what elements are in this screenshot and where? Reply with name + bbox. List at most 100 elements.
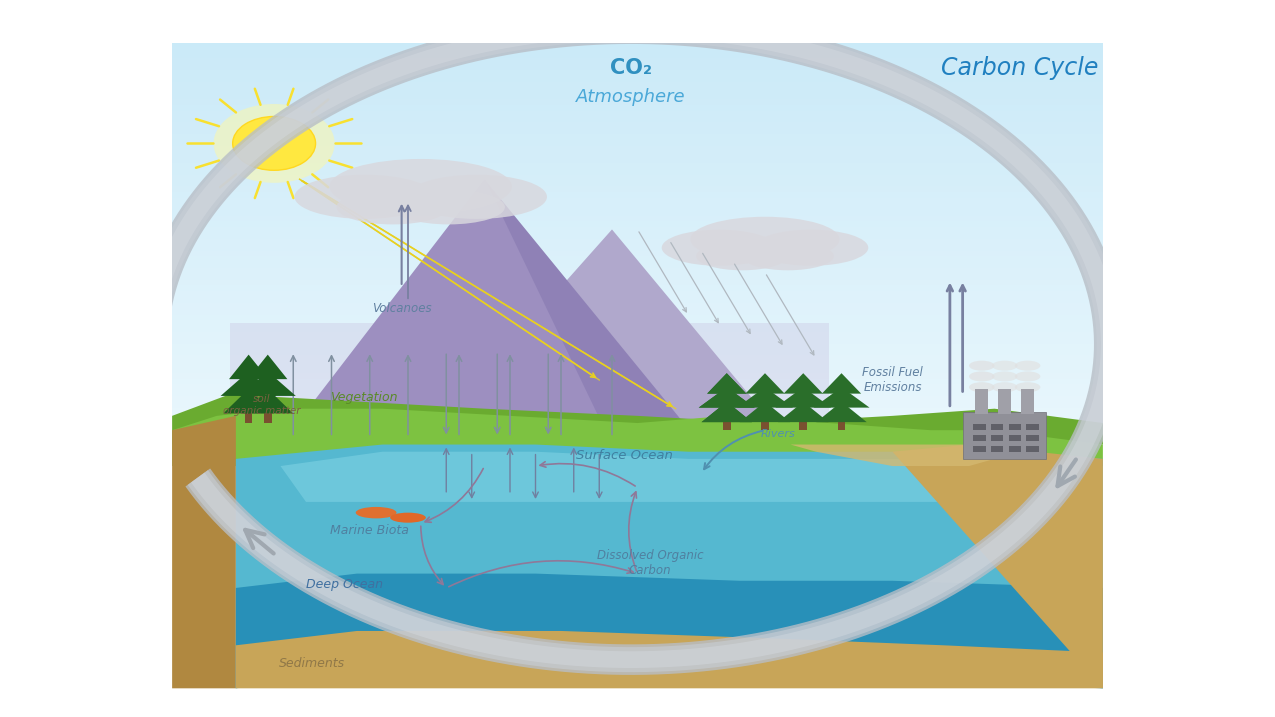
Bar	[0, 227, 1275, 233]
Text: Deep Ocean: Deep Ocean	[306, 578, 382, 591]
Polygon shape	[221, 371, 277, 396]
Ellipse shape	[1015, 371, 1040, 381]
Polygon shape	[816, 402, 867, 422]
Polygon shape	[701, 402, 752, 422]
Bar	[0, 402, 1275, 408]
Bar	[0, 309, 1275, 315]
Bar	[0, 216, 1275, 222]
Polygon shape	[701, 402, 752, 422]
Text: Carbon Cycle: Carbon Cycle	[941, 56, 1099, 80]
Polygon shape	[230, 323, 829, 445]
Bar	[0, 82, 1275, 87]
Bar	[0, 157, 1275, 163]
Ellipse shape	[407, 175, 547, 219]
Polygon shape	[737, 387, 793, 407]
Bar	[0, 425, 1275, 431]
Bar	[0, 134, 1275, 140]
Ellipse shape	[969, 371, 994, 381]
Ellipse shape	[213, 104, 334, 183]
Bar	[0, 110, 1275, 116]
Bar	[0, 41, 1275, 47]
Bar	[0, 58, 1275, 64]
Bar	[0, 99, 1275, 105]
Bar	[0, 146, 1275, 151]
Polygon shape	[799, 420, 807, 430]
Bar	[0, 70, 1275, 76]
Bar	[0, 455, 1275, 460]
Bar	[991, 424, 1003, 430]
Bar	[998, 389, 1011, 414]
Bar	[0, 192, 1275, 198]
Bar	[0, 361, 1275, 367]
Bar	[1026, 424, 1039, 430]
Bar	[0, 123, 1275, 128]
Bar	[0, 285, 1275, 291]
Bar	[0, 460, 1275, 466]
Bar	[0, 35, 1275, 41]
Bar	[0, 343, 1275, 350]
Bar	[0, 169, 1275, 175]
Bar	[0, 326, 1275, 332]
Bar	[0, 105, 1275, 110]
Bar	[0, 268, 1275, 274]
Ellipse shape	[742, 242, 834, 270]
Bar	[0, 390, 1275, 396]
Bar	[973, 446, 986, 452]
Bar	[0, 291, 1275, 297]
Text: Sediments: Sediments	[279, 657, 346, 670]
Bar	[0, 338, 1275, 343]
Text: CO₂: CO₂	[611, 58, 652, 78]
Bar	[0, 64, 1275, 70]
Bar	[0, 140, 1275, 146]
Bar	[0, 239, 1275, 244]
Ellipse shape	[992, 361, 1017, 371]
Polygon shape	[236, 445, 1103, 688]
Polygon shape	[740, 402, 790, 422]
Bar	[0, 437, 1275, 443]
Bar	[0, 297, 1275, 303]
Bar	[0, 274, 1275, 280]
Bar	[0, 250, 1275, 256]
Bar	[1021, 389, 1034, 414]
Bar	[0, 356, 1275, 361]
Bar	[0, 703, 1275, 717]
Bar	[0, 332, 1275, 338]
Bar	[0, 204, 1275, 209]
Bar	[0, 262, 1275, 268]
Ellipse shape	[393, 190, 505, 224]
Bar	[0, 222, 1275, 227]
Polygon shape	[723, 420, 731, 430]
Bar	[0, 29, 1275, 35]
Ellipse shape	[691, 217, 839, 262]
Text: Atmosphere: Atmosphere	[576, 87, 686, 106]
Bar	[0, 175, 1275, 181]
Polygon shape	[484, 179, 701, 445]
Bar	[991, 435, 1003, 441]
Bar	[0, 303, 1275, 309]
Polygon shape	[249, 355, 287, 379]
Bar	[0, 87, 1275, 93]
Bar	[0, 349, 1275, 356]
Ellipse shape	[992, 382, 1017, 392]
Polygon shape	[242, 389, 293, 413]
Ellipse shape	[969, 361, 994, 371]
Polygon shape	[236, 631, 1103, 688]
Ellipse shape	[754, 229, 868, 266]
Bar	[973, 435, 986, 441]
Polygon shape	[699, 387, 755, 407]
Ellipse shape	[337, 190, 449, 224]
Ellipse shape	[696, 242, 788, 270]
Bar	[0, 93, 1275, 99]
Polygon shape	[790, 445, 1020, 466]
Polygon shape	[708, 373, 746, 394]
Polygon shape	[240, 371, 296, 396]
Polygon shape	[236, 574, 1103, 688]
Bar	[0, 315, 1275, 320]
Bar	[0, 396, 1275, 402]
Bar	[0, 320, 1275, 326]
Polygon shape	[421, 229, 790, 445]
Polygon shape	[775, 387, 831, 407]
Bar	[0, 6, 1275, 11]
Polygon shape	[778, 402, 829, 422]
Bar	[1009, 446, 1021, 452]
